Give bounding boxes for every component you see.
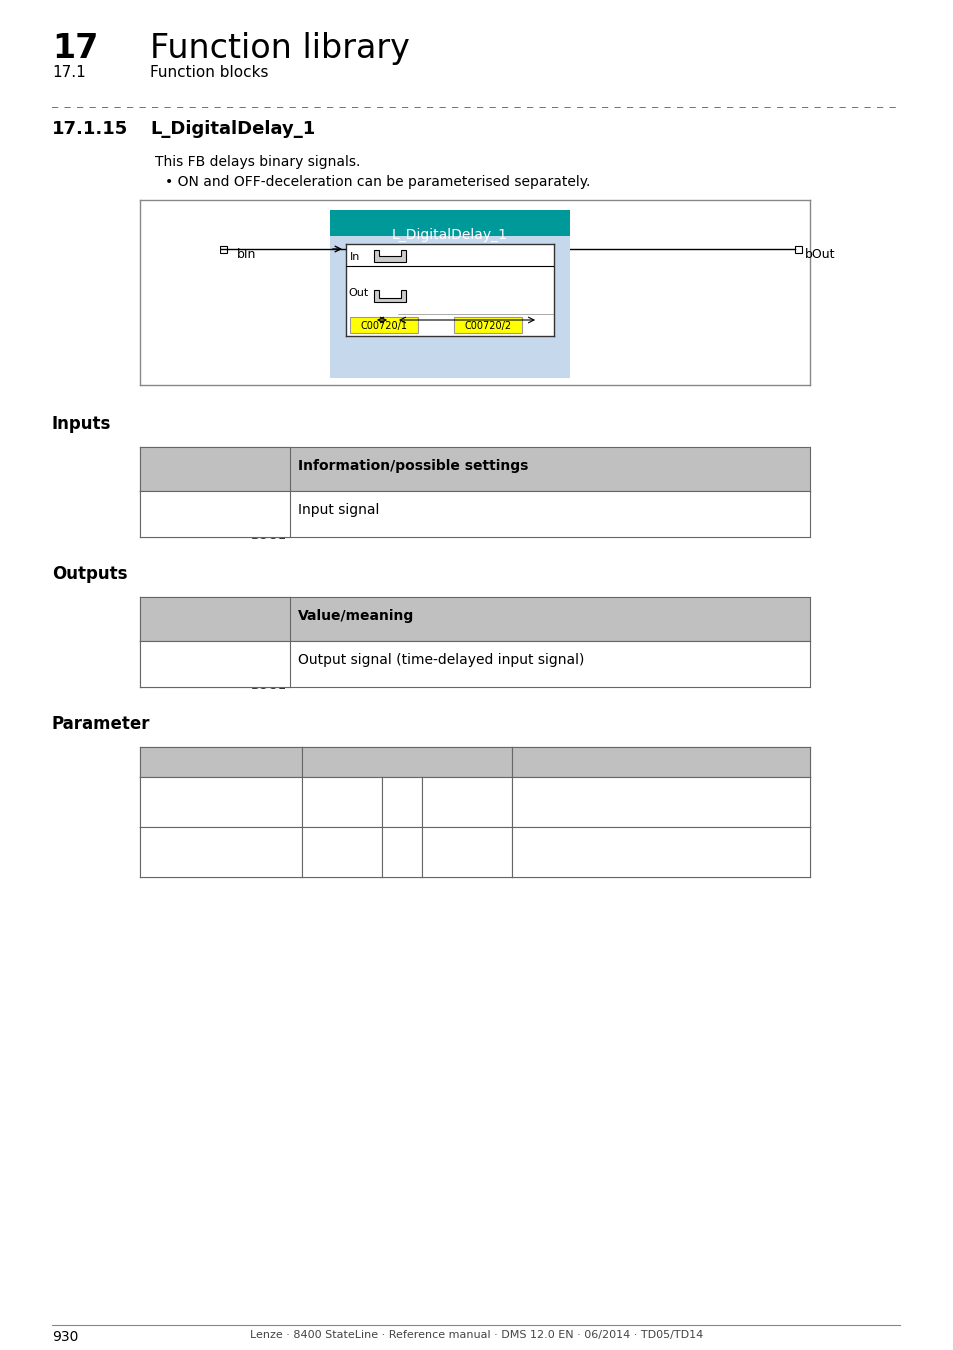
Text: Info: Info [517, 767, 548, 782]
Text: This FB delays binary signals.: This FB delays binary signals. [154, 155, 360, 169]
Text: 930: 930 [52, 1330, 78, 1345]
Text: Outputs: Outputs [52, 566, 128, 583]
Text: ON-deceleration: ON-deceleration [517, 791, 630, 805]
Text: Data type: Data type [224, 633, 286, 647]
Text: Inputs: Inputs [52, 414, 112, 433]
Bar [350, 317, 417, 333]
Text: Function blocks: Function blocks [150, 65, 268, 80]
Text: bIn: bIn [236, 248, 256, 261]
Text: Value/meaning: Value/meaning [297, 609, 414, 622]
Text: Identifier: Identifier [146, 459, 218, 472]
Text: 3600.000: 3600.000 [439, 841, 505, 855]
Text: 0.000: 0.000 [308, 791, 347, 805]
Text: Possible settings: Possible settings [308, 767, 441, 782]
Text: • ON and OFF-deceleration can be parameterised separately.: • ON and OFF-deceleration can be paramet… [165, 176, 590, 189]
Text: 3600.000: 3600.000 [439, 791, 505, 805]
Text: bOut: bOut [146, 653, 180, 667]
Text: 17.1: 17.1 [52, 65, 86, 80]
Text: Function library: Function library [150, 32, 410, 65]
Text: C00720/1: C00720/1 [360, 321, 407, 331]
Text: C00720/2: C00720/2 [146, 841, 213, 855]
Text: bOut: bOut [804, 248, 835, 261]
Text: Information/possible settings: Information/possible settings [297, 459, 528, 472]
Text: BOOL: BOOL [251, 679, 286, 693]
Text: 0.000: 0.000 [308, 841, 347, 855]
Text: L_DigitalDelay_1: L_DigitalDelay_1 [150, 120, 314, 138]
Text: bIn: bIn [146, 504, 168, 517]
Bar [454, 317, 521, 333]
Text: C00720/1: C00720/1 [146, 791, 213, 805]
Text: Parameter: Parameter [52, 716, 151, 733]
Text: C00720/2: C00720/2 [464, 321, 511, 331]
Text: 17: 17 [52, 32, 98, 65]
Text: BOOL: BOOL [251, 529, 286, 541]
Text: Input signal: Input signal [297, 504, 379, 517]
Text: Out: Out [348, 288, 368, 298]
Text: L_DigitalDelay_1: L_DigitalDelay_1 [392, 228, 507, 242]
Text: 17.1.15: 17.1.15 [52, 120, 128, 138]
Polygon shape [374, 250, 406, 262]
Bar [220, 246, 227, 252]
Text: _ _ _ _ _ _ _ _ _ _ _ _ _ _ _ _ _ _ _ _ _ _ _ _ _ _ _ _ _ _ _ _ _ _ _ _ _ _ _ _ : _ _ _ _ _ _ _ _ _ _ _ _ _ _ _ _ _ _ _ _ … [52, 97, 901, 107]
Text: Data type: Data type [224, 483, 286, 495]
Text: s: s [388, 841, 395, 855]
Bar [794, 246, 801, 252]
Text: OFF-deceleration: OFF-deceleration [517, 841, 636, 855]
Text: s: s [388, 791, 395, 805]
Text: Output signal (time-delayed input signal): Output signal (time-delayed input signal… [297, 653, 584, 667]
Polygon shape [374, 290, 406, 302]
Text: Lenze · 8400 StateLine · Reference manual · DMS 12.0 EN · 06/2014 · TD05/TD14: Lenze · 8400 StateLine · Reference manua… [250, 1330, 703, 1341]
Text: Parameter: Parameter [146, 767, 229, 782]
Text: • Lenze setting: 0.000 s: • Lenze setting: 0.000 s [517, 857, 667, 869]
Text: • Lenze setting: 0.000 s: • Lenze setting: 0.000 s [517, 807, 667, 819]
Text: In: In [350, 252, 360, 262]
Text: Identifier: Identifier [146, 609, 218, 622]
